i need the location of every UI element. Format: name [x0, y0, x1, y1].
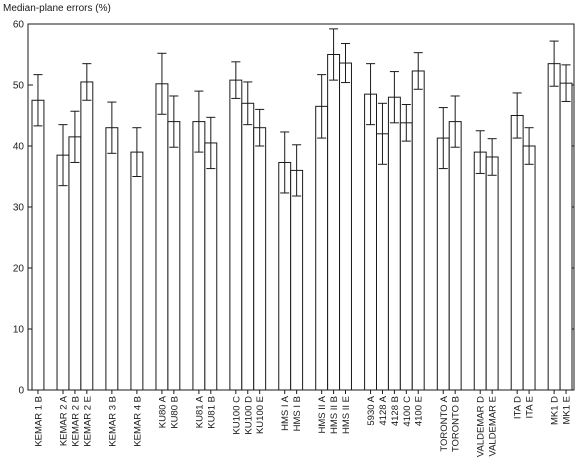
y-tick-labels: 0 10 20 30 40 50 60 — [13, 20, 25, 397]
bar — [155, 83, 169, 391]
error-bars — [33, 28, 571, 197]
bar — [559, 82, 573, 391]
x-tick-label: KU81 A — [194, 395, 205, 428]
bar — [364, 93, 378, 391]
bar — [376, 133, 389, 391]
x-tick-label: KU81 B — [206, 396, 217, 429]
y-tick-label: 60 — [13, 20, 25, 31]
bar — [522, 145, 536, 391]
x-tick-label: HMS I A — [280, 395, 291, 431]
bar — [290, 169, 304, 391]
y-tick-label: 30 — [13, 203, 25, 214]
bar — [387, 96, 401, 391]
bar — [436, 137, 450, 391]
bar — [399, 122, 413, 391]
x-tick-label: KEMAR 3 B — [107, 396, 118, 447]
bar — [68, 136, 82, 391]
x-tick-label: KEMAR 4 B — [132, 396, 143, 447]
x-tick-label: KU100 E — [255, 396, 266, 434]
x-tick-label: KU100 C — [231, 396, 242, 435]
x-tick-label: TORONTO A — [439, 395, 450, 451]
x-tick-label: ITA D — [513, 396, 524, 419]
bar — [130, 151, 144, 391]
x-tick-label: 4128 A — [378, 395, 389, 425]
x-tick-label: TORONTO B — [451, 396, 462, 452]
bar — [229, 79, 243, 391]
bar — [278, 161, 292, 391]
bar — [31, 99, 45, 391]
bar — [192, 121, 206, 391]
y-axis-title: Median-plane errors (%) — [3, 3, 111, 14]
bar — [105, 127, 119, 391]
bar — [448, 121, 462, 391]
x-tick-label: HMS II E — [341, 396, 352, 434]
bar — [473, 151, 487, 391]
bar — [339, 62, 352, 391]
bar — [547, 63, 561, 391]
x-tick-label: KU100 D — [243, 396, 254, 435]
y-tick-label: 10 — [13, 325, 25, 336]
x-tick-label: KEMAR 2 A — [58, 395, 69, 446]
bar — [253, 127, 267, 391]
x-tick-label: KU80 B — [169, 396, 180, 429]
bar — [510, 115, 524, 391]
x-tick-label: HMS II A — [317, 395, 328, 433]
bar — [167, 121, 181, 391]
bars — [31, 54, 573, 391]
x-tick-label: VALDEMAR E — [488, 396, 499, 457]
x-tick-label: 4100 E — [414, 396, 425, 426]
x-tick-label: HMS I B — [292, 396, 303, 431]
x-tick-label: 4100 C — [402, 396, 413, 427]
bar — [327, 54, 341, 391]
x-tick-label: KEMAR 1 B — [33, 396, 44, 447]
y-tick-label: 40 — [13, 142, 25, 153]
x-tick-label: KEMAR 2 B — [70, 396, 81, 447]
bar — [411, 70, 425, 391]
x-tick-label: MK1 D — [550, 396, 561, 425]
x-tick-label: 4128 B — [390, 396, 401, 426]
bar — [80, 81, 94, 391]
bar — [485, 156, 499, 391]
bar — [56, 154, 70, 391]
x-tick-label: MK1 E — [562, 396, 573, 425]
x-tick-labels: KEMAR 1 B KEMAR 2 A KEMAR 2 B KEMAR 2 E KEMA… — [33, 395, 572, 457]
bar — [204, 142, 218, 391]
x-tick-label: 5930 A — [366, 395, 377, 425]
y-tick-label: 50 — [13, 81, 25, 92]
bar — [315, 105, 329, 391]
y-tick-label: 20 — [13, 264, 25, 275]
bar — [241, 102, 255, 391]
x-tick-label: VALDEMAR D — [476, 396, 487, 457]
x-tick-label: HMS II B — [329, 396, 340, 434]
y-tick-label: 0 — [18, 386, 24, 397]
x-tick-label: KEMAR 2 E — [82, 396, 93, 447]
x-tick-label: KU80 A — [157, 395, 168, 428]
x-tick-label: ITA E — [525, 396, 536, 419]
